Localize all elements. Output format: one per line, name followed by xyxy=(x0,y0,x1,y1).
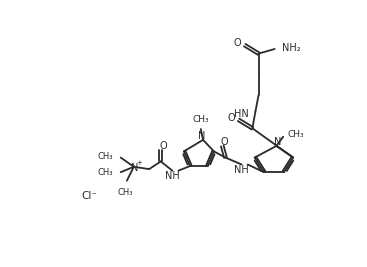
Text: O: O xyxy=(221,137,229,147)
Text: O: O xyxy=(233,38,241,48)
Text: Cl⁻: Cl⁻ xyxy=(81,191,97,201)
Text: NH₂: NH₂ xyxy=(281,43,300,53)
Text: CH₃: CH₃ xyxy=(192,115,209,124)
Text: CH₃: CH₃ xyxy=(98,151,113,160)
Text: +: + xyxy=(136,160,142,166)
Text: O: O xyxy=(227,112,235,123)
Text: NH: NH xyxy=(234,165,249,175)
Text: CH₃: CH₃ xyxy=(98,168,113,178)
Text: CH₃: CH₃ xyxy=(288,130,305,139)
Text: NH: NH xyxy=(165,171,180,181)
Text: CH₃: CH₃ xyxy=(117,188,133,197)
Text: N: N xyxy=(131,163,138,173)
Text: O: O xyxy=(159,141,167,151)
Text: N: N xyxy=(274,137,281,147)
Text: N: N xyxy=(198,131,205,141)
Text: HN: HN xyxy=(234,109,248,119)
